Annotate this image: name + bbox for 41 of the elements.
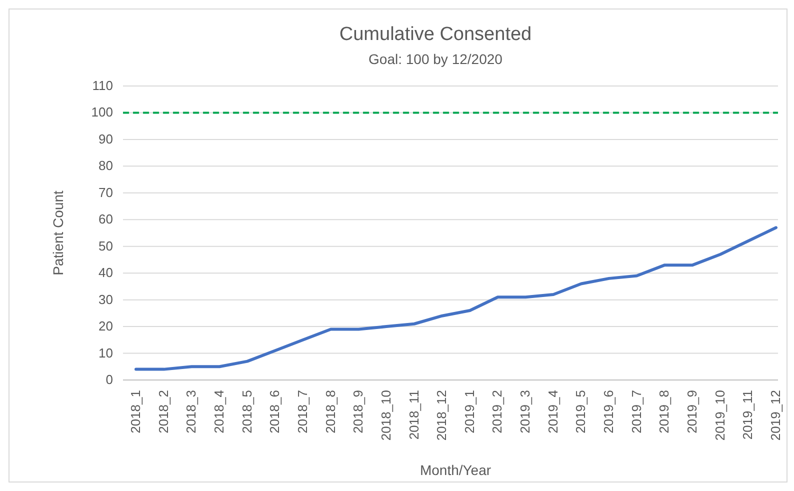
y-tick-label: 40 [98, 265, 113, 280]
x-tick-label: 2019_9 [684, 390, 700, 434]
x-tick-label: 2018_1 [128, 390, 143, 434]
x-tick-label: 2018_11 [406, 390, 422, 440]
line-series [134, 226, 778, 371]
x-tick-label: 2019_7 [628, 390, 644, 434]
x-axis-title: Month/Year [420, 462, 492, 478]
y-tick-label: 80 [98, 158, 113, 174]
x-tick-label: 2018_4 [211, 390, 226, 434]
x-tick-label: 2018_6 [267, 390, 282, 434]
x-tick-label: 2018_12 [434, 390, 450, 441]
x-tick-label: 2019_1 [462, 390, 477, 434]
x-tick-label: 2019_12 [768, 390, 783, 441]
x-tick-label: 2019_2 [490, 390, 505, 434]
y-tick-label: 20 [98, 318, 113, 334]
x-tick-label: 2019_11 [740, 390, 756, 440]
chart-subtitle: Goal: 100 by 12/2020 [368, 51, 503, 67]
y-tick-label: 100 [91, 104, 113, 120]
x-tick-label: 2019_4 [545, 390, 560, 434]
y-tick-label: 50 [98, 238, 113, 254]
x-tick-label: 2019_6 [601, 390, 616, 434]
x-tick-label: 2018_9 [350, 390, 366, 434]
y-tick-label: 110 [92, 78, 113, 93]
x-tick-label: 2019_8 [656, 390, 672, 434]
y-axis-title: Patient Count [50, 190, 66, 276]
x-tick-label: 2018_5 [239, 390, 254, 434]
chart-title: Cumulative Consented [339, 24, 532, 45]
y-tick-label: 10 [98, 345, 113, 360]
y-tick-label: 90 [98, 131, 113, 146]
x-tick-label: 2018_10 [378, 390, 394, 441]
x-tick-label: 2018_8 [322, 390, 338, 434]
x-tick-label: 2019_10 [712, 390, 728, 441]
y-tick-label: 60 [98, 212, 113, 227]
y-tick-label: 0 [106, 372, 113, 387]
y-tick-label: 30 [98, 292, 113, 307]
x-tick-label: 2019_3 [518, 390, 533, 434]
x-tick-label: 2019_5 [573, 390, 588, 434]
x-tick-label: 2018_7 [294, 390, 310, 434]
x-tick-label: 2018_2 [156, 390, 171, 434]
y-tick-label: 70 [98, 184, 113, 200]
x-tick-label: 2018_3 [184, 390, 199, 434]
